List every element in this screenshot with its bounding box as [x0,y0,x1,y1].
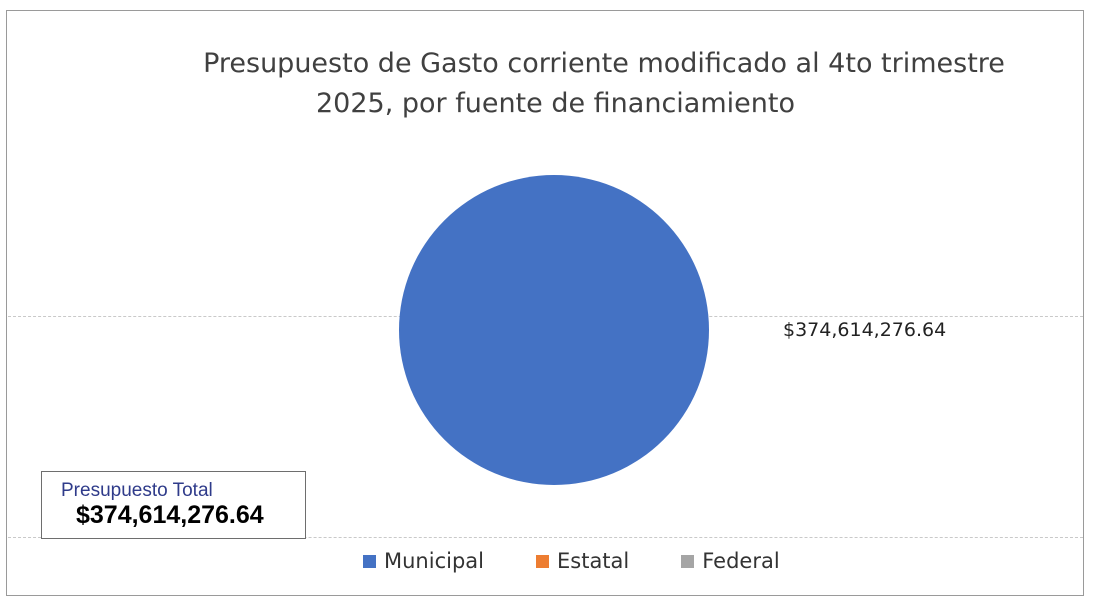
legend-swatch-estatal [536,554,549,568]
legend-item-estatal[interactable]: Estatal [536,549,629,573]
total-budget-label: Presupuesto Total [61,480,213,501]
chart-title: Presupuesto de Gasto corriente modificad… [0,44,1093,124]
chart-title-line-2: 2025, por fuente de financiamiento [316,88,795,119]
legend-label-federal: Federal [702,549,780,573]
chart-title-line-1: Presupuesto de Gasto corriente modificad… [203,48,1005,79]
total-budget-box: Presupuesto Total $374,614,276.64 [41,471,306,539]
legend-swatch-federal [681,554,695,568]
data-label-municipal: $374,614,276.64 [783,319,947,341]
legend-label-estatal: Estatal [557,549,630,573]
legend-item-municipal[interactable]: Municipal [363,549,484,573]
dashed-guide-bottom [8,537,1083,538]
legend-label-municipal: Municipal [384,549,484,573]
pie-slice-municipal[interactable] [399,175,709,485]
legend: Municipal Estatal Federal [363,549,780,573]
legend-swatch-municipal [363,554,376,568]
legend-item-federal[interactable]: Federal [681,549,780,573]
total-budget-value: $374,614,276.64 [76,501,264,529]
